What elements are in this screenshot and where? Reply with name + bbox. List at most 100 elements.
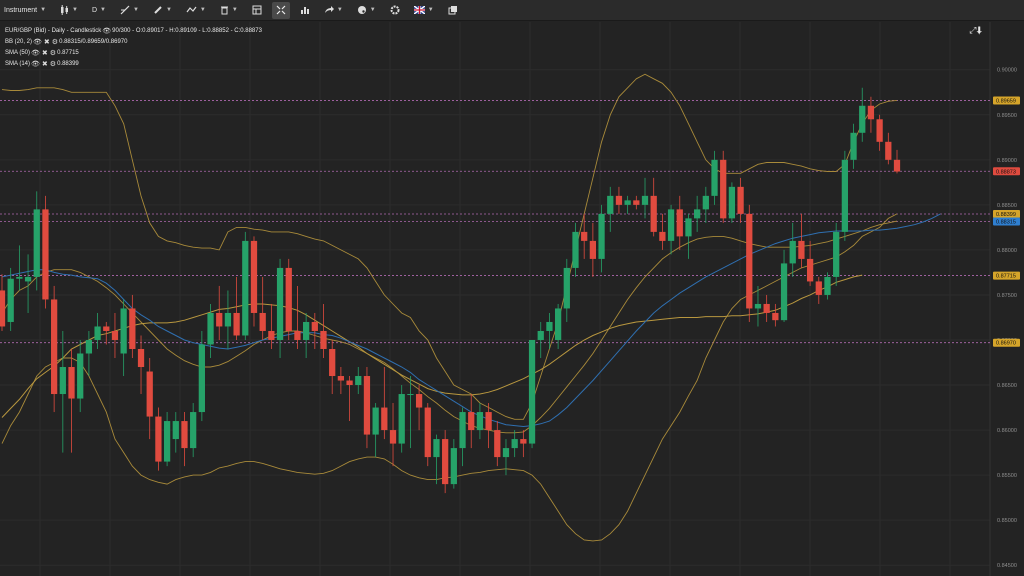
price-label-box — [993, 96, 1020, 105]
price-label-box — [993, 338, 1020, 347]
uk-flag-icon — [413, 6, 425, 14]
candle-body — [641, 195, 649, 205]
settings-button[interactable] — [386, 2, 404, 19]
legend-bb-value: 0.88315/0.89659/0.86970 — [59, 39, 128, 45]
delete-button[interactable]: ▼ — [216, 2, 242, 19]
fullscreen-button[interactable]: ⤢⬇ — [969, 25, 982, 36]
sma50-line — [1, 274, 863, 418]
candle-body — [607, 195, 614, 214]
candle-body — [694, 209, 701, 219]
candle-body — [172, 421, 179, 440]
price-axis: 0.90000 0.89500 0.89000 0.88500 0.88000 0.875… — [997, 68, 1017, 569]
candle-body — [728, 186, 736, 219]
eye-icon[interactable]: 👁 — [102, 28, 112, 35]
eye-icon[interactable]: 👁 — [33, 39, 42, 46]
language-button[interactable]: ▼ — [410, 2, 438, 19]
candle-body — [33, 209, 40, 277]
share-button[interactable]: ▼ — [320, 2, 347, 19]
candle-body — [772, 312, 779, 321]
layout-button[interactable] — [248, 2, 266, 19]
candle-body — [589, 240, 597, 259]
candle-body — [24, 276, 32, 282]
candle-body — [146, 371, 153, 417]
candle-body — [94, 326, 101, 340]
candle-body — [346, 380, 353, 386]
candle-body — [407, 394, 414, 396]
close-icon[interactable]: ✖ — [43, 39, 50, 46]
legend-sma50-label: SMA (50) — [5, 50, 31, 56]
gear-icon[interactable]: ⚙ — [49, 50, 57, 57]
close-icon[interactable]: ✖ — [41, 50, 48, 57]
candle-body — [0, 290, 6, 327]
candle-body — [137, 348, 145, 368]
gear-icon[interactable]: ⚙ — [51, 39, 59, 46]
bar-chart-icon — [300, 7, 309, 14]
instrument-button[interactable]: Instrument ▼ — [0, 2, 50, 19]
y-tick-label: 0.84500 — [997, 563, 1017, 569]
candle-body — [841, 159, 848, 232]
crosshair-button[interactable] — [271, 1, 290, 19]
bb-mid-line — [1, 220, 898, 434]
chart-type-button[interactable]: ▼ — [56, 2, 82, 19]
price-chart[interactable]: 0.90000 0.89500 0.89000 0.88500 0.88000 0.875… — [0, 22, 1024, 576]
layout-icon — [252, 5, 262, 15]
chevron-down-icon: ▼ — [199, 7, 206, 13]
legend-sma14-label: SMA (14) — [5, 61, 31, 67]
candle-body — [85, 339, 93, 354]
candle-body — [320, 330, 327, 349]
indicators-button[interactable]: ▼ — [182, 2, 210, 19]
trash-icon — [220, 6, 228, 15]
candle-body — [294, 330, 301, 340]
candle-body — [850, 132, 857, 160]
price-label-box — [993, 217, 1020, 226]
popout-icon — [448, 6, 457, 15]
candle-body — [442, 439, 449, 485]
legend-sma50-value: 0.87715 — [57, 50, 79, 56]
candle-body — [563, 267, 570, 309]
price-label: 0.88873 — [996, 169, 1016, 175]
candle-body — [242, 240, 249, 336]
bar-stats-button[interactable] — [296, 2, 314, 19]
candle-body — [16, 276, 23, 279]
chevron-down-icon: ▼ — [369, 7, 376, 13]
candle-body — [129, 308, 136, 349]
eye-icon[interactable]: 👁 — [31, 61, 40, 68]
candle-body — [798, 240, 805, 259]
candle-body — [329, 348, 336, 377]
drawing-tools-button[interactable]: ▼ — [149, 2, 176, 19]
y-tick-label: 0.89000 — [997, 158, 1017, 164]
candle-body — [572, 231, 579, 268]
palette-icon — [357, 6, 366, 14]
candle-body — [554, 308, 562, 340]
candle-body — [685, 218, 692, 237]
candle-body — [676, 209, 683, 237]
theme-button[interactable]: ▼ — [353, 2, 380, 19]
candle-body — [389, 430, 397, 444]
line-tools-button[interactable]: ▼ — [116, 2, 143, 19]
popout-button[interactable] — [444, 2, 462, 19]
legend-sma14: SMA (14) 👁 ✖ ⚙ 0.88399 — [5, 59, 262, 70]
candle-body — [537, 330, 544, 340]
close-icon[interactable]: ✖ — [41, 61, 48, 68]
indicators-icon — [186, 6, 197, 13]
gear-icon[interactable]: ⚙ — [49, 61, 57, 68]
y-tick-label: 0.86000 — [997, 428, 1017, 434]
price-lines — [0, 100, 990, 344]
crosshair-icon — [276, 5, 286, 15]
candle-body — [633, 200, 640, 205]
eye-icon[interactable]: 👁 — [31, 50, 40, 57]
candle-body — [546, 321, 553, 331]
indicator-lines — [1, 73, 941, 542]
y-tick-label: 0.85500 — [997, 473, 1017, 479]
legend-main-ohlc: - O:0.89017 - H:0.89109 - L:0.88852 - C:… — [132, 28, 262, 34]
timeframe-button[interactable]: D ▼ — [88, 2, 110, 19]
candle-body — [216, 312, 223, 327]
chevron-down-icon: ▼ — [133, 7, 139, 13]
candle-body — [155, 416, 162, 462]
gear-icon — [390, 5, 400, 15]
instrument-label: Instrument — [4, 6, 38, 14]
legend-main-range: 90/300 — [112, 28, 131, 34]
price-label: 0.89659 — [996, 98, 1016, 104]
bb-upper-line — [1, 73, 898, 420]
candle-body — [398, 394, 405, 444]
